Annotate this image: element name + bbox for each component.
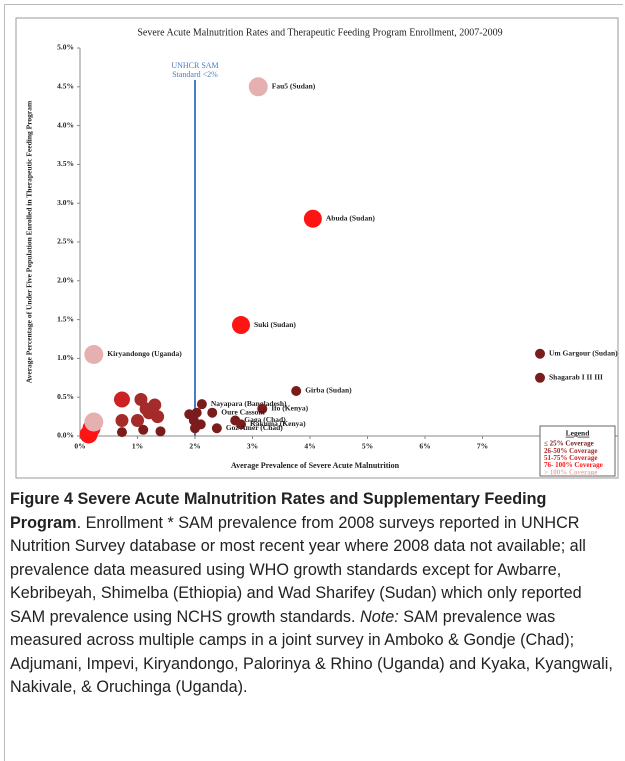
point	[116, 427, 127, 438]
caption: Figure 4 Severe Acute Malnutrition Rates…	[10, 488, 618, 700]
point	[191, 407, 202, 418]
x-axis-title: Average Prevalence of Severe Acute Malnu…	[231, 461, 400, 470]
x-tick-label: 0%	[74, 442, 85, 451]
y-axis-title: Average Percentage of Under Five Populat…	[25, 100, 34, 383]
point-label: Abuda (Sudan)	[326, 213, 375, 222]
point	[155, 426, 166, 437]
point	[190, 423, 200, 434]
caption-label: Figure 4	[10, 490, 73, 508]
y-tick-label: 3.5%	[57, 159, 74, 168]
legend-box	[539, 425, 616, 477]
y-tick-label: 5.0%	[57, 43, 74, 52]
point	[535, 348, 545, 359]
y-tick-label: 1.0%	[57, 353, 74, 362]
point-label: Um Gargour (Sudan)	[549, 348, 618, 357]
point-label: Shagarab I II III	[549, 373, 603, 382]
point-label: Kiryandongo (Uganda)	[107, 349, 182, 358]
figure	[4, 4, 623, 761]
reference-label: UNHCR SAM	[171, 61, 218, 70]
point	[236, 419, 246, 430]
legend-entry: ≤ 25% Coverage	[544, 440, 594, 448]
y-tick-label: 1.5%	[57, 314, 74, 323]
point	[131, 413, 144, 427]
point-label: Gaga (Chad)	[244, 415, 286, 424]
x-tick-label: 5%	[362, 442, 373, 451]
point-label: Nayapara (Bangladesh)	[211, 399, 287, 408]
y-tick-label: 0.5%	[57, 392, 74, 401]
point	[248, 77, 268, 97]
x-tick-label: 3%	[247, 442, 258, 451]
point	[211, 423, 222, 434]
point	[303, 209, 322, 228]
legend-entry: 51-75% Coverage	[544, 454, 597, 462]
point	[232, 316, 250, 335]
point	[257, 403, 268, 414]
legend-entry: > 100% Coverage	[544, 468, 597, 476]
point	[115, 413, 129, 427]
point	[207, 407, 218, 418]
caption-note: SAM prevalence was measured across multi…	[10, 607, 613, 697]
point-label: Fau5 (Sudan)	[272, 82, 316, 91]
y-tick-label: 4.5%	[57, 82, 74, 91]
point-label: Kakuma (Kenya)	[250, 419, 306, 428]
point	[196, 399, 207, 410]
x-tick-label: 2%	[189, 442, 200, 451]
point	[535, 372, 545, 383]
legend-title: Legend	[566, 429, 591, 438]
legend-entry: 26-50% Coverage	[544, 447, 597, 455]
y-tick-label: 2.5%	[57, 237, 74, 246]
legend-entry: 76- 100% Coverage	[544, 461, 603, 469]
point-label: Goz Amer (Chad)	[226, 423, 283, 432]
x-tick-label: 1%	[132, 442, 143, 451]
point	[151, 410, 165, 424]
y-tick-label: 2.0%	[57, 276, 74, 285]
chart-frame	[15, 17, 619, 479]
y-tick-label: 0.0%	[57, 431, 74, 440]
point	[84, 412, 104, 432]
chart: Severe Acute Malnutrition Rates and Ther…	[15, 17, 619, 479]
caption-note-label: Note:	[360, 607, 399, 626]
point	[138, 424, 149, 435]
chart-title: Severe Acute Malnutrition Rates and Ther…	[137, 27, 502, 38]
caption-title: Severe Acute Malnutrition Rates and Supp…	[10, 490, 547, 532]
point	[84, 345, 104, 365]
x-tick-label: 7%	[477, 442, 488, 451]
y-tick-label: 3.0%	[57, 198, 74, 207]
point-label: Suki (Sudan)	[254, 320, 296, 329]
point-label: Oure Cassoni	[221, 407, 264, 416]
y-tick-label: 4.0%	[57, 120, 74, 129]
point-label: Girba (Sudan)	[305, 386, 352, 395]
x-tick-label: 4%	[304, 442, 315, 451]
reference-label: Standard <2%	[172, 70, 218, 79]
point	[291, 385, 302, 396]
point	[113, 391, 130, 408]
x-tick-label: 6%	[419, 442, 430, 451]
point-label: Ifo (Kenya)	[271, 404, 308, 413]
caption-text: . Enrollment * SAM prevalence from 2008 …	[10, 513, 586, 626]
